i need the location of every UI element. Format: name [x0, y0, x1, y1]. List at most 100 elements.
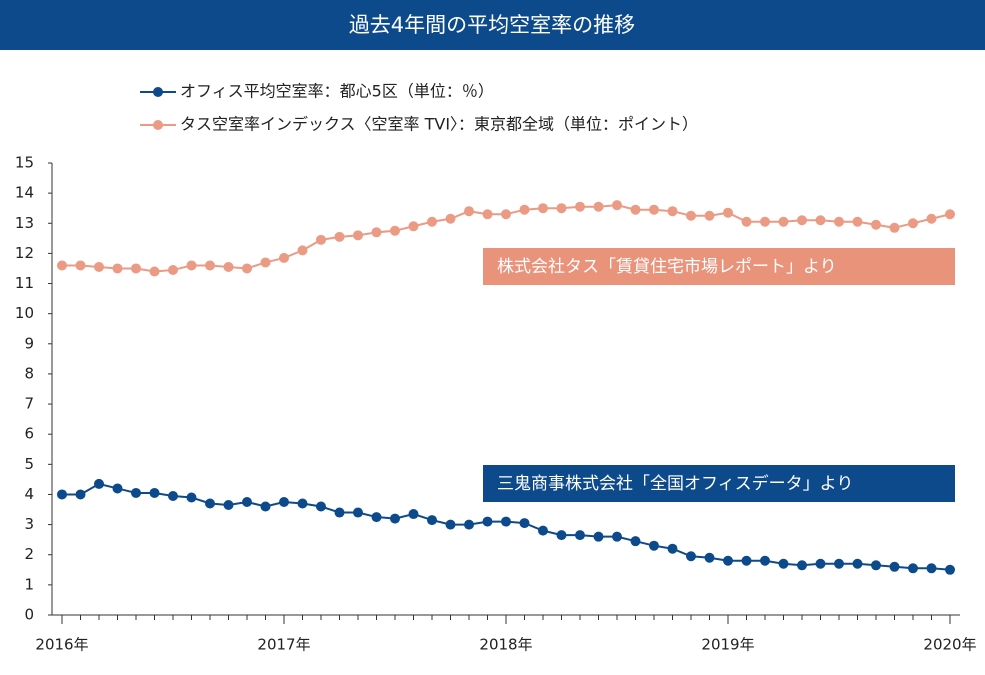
data-point [575, 530, 585, 541]
data-point [760, 216, 770, 227]
data-point [519, 518, 530, 529]
data-point [704, 552, 715, 563]
data-point [260, 257, 271, 268]
data-point [57, 489, 67, 500]
legend-marker [153, 120, 163, 130]
data-point [908, 218, 918, 229]
data-point [612, 200, 622, 211]
data-point [334, 507, 345, 518]
chart-title: 過去4年間の平均空室率の推移 [349, 13, 635, 37]
data-point [778, 216, 789, 227]
y-tick-label: 13 [15, 214, 34, 232]
legend-marker [153, 87, 163, 97]
y-tick-label: 3 [24, 515, 34, 533]
y-tick-label: 1 [24, 575, 34, 593]
y-tick-label: 5 [24, 455, 34, 473]
data-point [112, 483, 123, 494]
data-point [834, 558, 844, 569]
data-point [371, 227, 382, 238]
legend-label: オフィス平均空室率：都心5区（単位：％） [180, 82, 494, 101]
data-point [260, 501, 271, 512]
data-point [223, 261, 234, 272]
data-point [390, 225, 400, 236]
data-point [723, 555, 733, 566]
data-point [149, 487, 160, 498]
y-tick-label: 10 [15, 304, 34, 322]
data-point [630, 204, 641, 215]
data-point [149, 266, 160, 277]
y-tick-label: 6 [24, 425, 34, 443]
legend-label: タス空室率インデックス〈空室率 TVI〉：東京都全域（単位：ポイント） [180, 115, 698, 134]
data-point [371, 512, 382, 523]
data-point [852, 558, 863, 569]
data-point [279, 497, 289, 507]
data-point [741, 216, 752, 227]
data-point [538, 525, 548, 536]
data-point [649, 540, 659, 551]
data-point [353, 507, 363, 518]
data-point [242, 263, 252, 274]
data-point [797, 215, 807, 226]
data-point [501, 516, 511, 527]
annotation-box [483, 248, 955, 285]
data-point [186, 260, 197, 271]
data-point [723, 207, 733, 218]
data-point [760, 555, 770, 566]
data-point [667, 206, 678, 217]
y-tick-label: 0 [24, 606, 34, 624]
data-point [464, 206, 474, 217]
x-tick-label: 2016年 [35, 636, 88, 654]
data-point [94, 478, 104, 489]
x-tick-label: 2017年 [257, 636, 310, 654]
data-point [686, 551, 696, 562]
data-point [908, 563, 918, 574]
data-point [926, 563, 937, 574]
data-point [667, 543, 678, 554]
data-point [593, 201, 604, 212]
data-point [871, 219, 881, 230]
data-point [741, 555, 752, 566]
data-point [316, 234, 326, 245]
data-point [334, 231, 345, 242]
data-point [704, 210, 715, 221]
data-point [57, 260, 67, 271]
data-point [926, 213, 937, 224]
annotation-box [483, 465, 955, 502]
x-tick-label: 2019年 [701, 636, 754, 654]
data-point [205, 498, 215, 509]
data-point [649, 204, 659, 215]
data-point [778, 558, 789, 569]
data-point [279, 252, 289, 263]
data-point [889, 222, 900, 233]
data-point [556, 530, 567, 541]
data-point [168, 490, 178, 501]
data-point [353, 230, 363, 241]
data-point [538, 203, 548, 214]
data-point [445, 519, 456, 530]
data-point [408, 221, 419, 232]
data-point [75, 260, 86, 271]
data-point [316, 501, 326, 512]
data-point [445, 213, 456, 224]
y-tick-label: 7 [24, 395, 34, 413]
data-point [427, 216, 437, 227]
data-point [797, 560, 807, 571]
y-tick-label: 12 [15, 244, 34, 262]
y-tick-label: 4 [24, 485, 34, 503]
data-point [815, 215, 826, 226]
y-tick-label: 2 [24, 545, 34, 563]
data-point [630, 536, 641, 547]
data-point [390, 513, 400, 524]
x-tick-label: 2018年 [479, 636, 532, 654]
y-tick-label: 9 [24, 334, 34, 352]
data-point [112, 263, 123, 274]
y-tick-label: 8 [24, 364, 34, 382]
data-point [205, 260, 215, 271]
data-point [223, 500, 234, 511]
data-point [186, 492, 197, 503]
data-point [686, 210, 696, 221]
data-point [408, 509, 419, 520]
data-point [501, 209, 511, 220]
data-point [889, 561, 900, 572]
